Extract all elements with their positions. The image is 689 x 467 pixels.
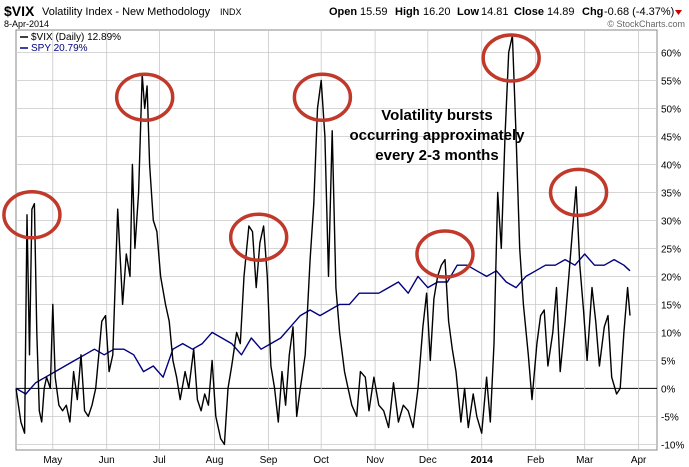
y-tick-label: 15%	[661, 300, 681, 311]
high-value: 16.20	[423, 6, 451, 18]
y-tick-label: 0%	[661, 384, 676, 395]
x-tick-label: Aug	[206, 455, 224, 466]
x-tick-label: Nov	[366, 455, 384, 466]
y-tick-label: 40%	[661, 160, 681, 171]
plot-frame	[15, 29, 658, 451]
open-label: Open	[329, 6, 357, 18]
open-value: 15.59	[360, 6, 388, 18]
y-tick-label: 25%	[661, 244, 681, 255]
ohlc-readout: Open 15.59 High 16.20 Low 14.81 Close 14…	[329, 6, 682, 18]
x-tick-label: Apr	[631, 455, 647, 466]
chart-date: 8-Apr-2014	[4, 19, 49, 29]
highlight-circle	[548, 167, 609, 218]
low-value: 14.81	[481, 6, 509, 18]
series-line-vix	[15, 34, 631, 446]
x-tick-label: Dec	[419, 455, 437, 466]
x-tick-label: Sep	[260, 455, 278, 466]
series-line-spy	[15, 253, 631, 395]
annotation-line-3: every 2-3 months	[375, 147, 498, 164]
x-tick-label: Mar	[576, 455, 594, 466]
y-tick-label: 5%	[661, 356, 676, 367]
y-tick-label: 45%	[661, 132, 681, 143]
highlight-circle	[292, 72, 353, 122]
x-tick-label: May	[43, 455, 62, 466]
x-tick-label: Feb	[527, 455, 545, 466]
series-lines	[15, 34, 631, 446]
y-tick-label: -5%	[661, 412, 679, 423]
x-tick-label: Jul	[153, 455, 166, 466]
watermark: © StockCharts.com	[607, 19, 685, 29]
close-label: Close	[514, 6, 544, 18]
annotation-line-1: Volatility bursts	[381, 107, 492, 124]
y-tick-label: 10%	[661, 328, 681, 339]
highlight-circles	[2, 33, 609, 279]
high-label: High	[395, 6, 420, 18]
annotation-line-2: occurring approximately	[349, 127, 525, 144]
exchange-label: INDX	[220, 7, 242, 17]
highlight-circle	[228, 212, 289, 262]
y-tick-label: 60%	[661, 48, 681, 59]
symbol-name: Volatility Index - New Methodology	[42, 6, 211, 18]
x-tick-label: Jun	[99, 455, 115, 466]
highlight-circle	[114, 72, 175, 122]
highlight-circle	[415, 229, 475, 279]
down-triangle-icon	[675, 10, 682, 15]
y-tick-label: -10%	[661, 440, 684, 451]
y-tick-label: 35%	[661, 188, 681, 199]
highlight-circle	[481, 33, 541, 83]
annotation-text: Volatility bursts occurring approximatel…	[349, 107, 525, 164]
x-tick-label: 2014	[471, 455, 494, 466]
x-tick-label: Oct	[313, 455, 329, 466]
symbol-label: $VIX	[4, 3, 35, 19]
y-tick-label: 55%	[661, 76, 681, 87]
legend-label-spy: SPY 20.79%	[31, 43, 88, 54]
highlight-circle	[2, 190, 62, 240]
legend-label-vix: $VIX (Daily) 12.89%	[31, 32, 121, 43]
low-label: Low	[457, 6, 479, 18]
legend: $VIX (Daily) 12.89% SPY 20.79%	[20, 32, 121, 54]
y-tick-label: 50%	[661, 104, 681, 115]
close-value: 14.89	[547, 6, 575, 18]
y-tick-label: 30%	[661, 216, 681, 227]
y-tick-label: 20%	[661, 272, 681, 283]
chg-value: -0.68 (-4.37%)	[604, 6, 674, 18]
axis-ticks: -10% -5% 0% 5% 10% 15% 20% 25% 30% 35% 40% 45% 50% 55…	[43, 48, 684, 466]
chg-label: Chg	[582, 6, 603, 18]
